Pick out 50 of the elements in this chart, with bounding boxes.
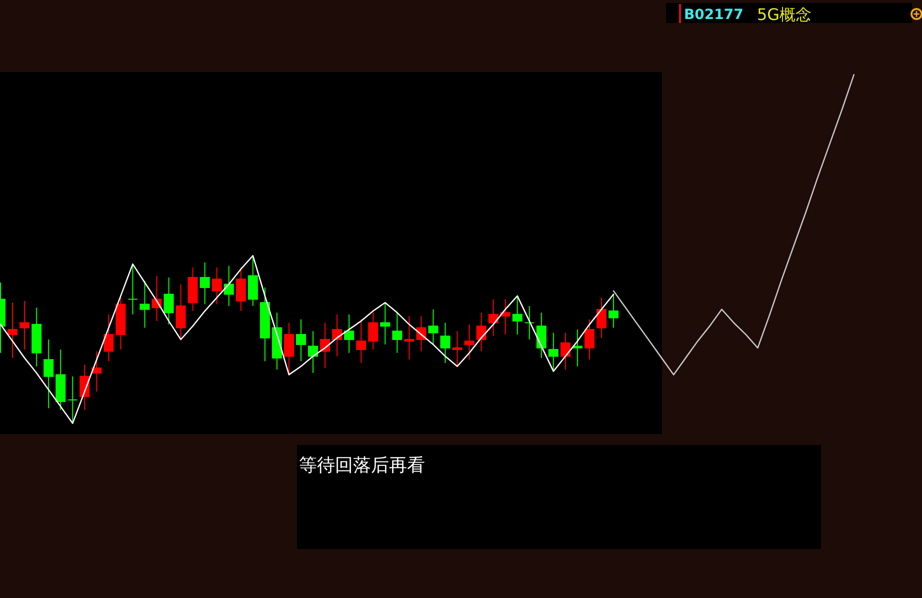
candlestick bbox=[296, 318, 306, 362]
candlestick bbox=[116, 297, 126, 350]
candlestick bbox=[20, 300, 30, 350]
candlestick bbox=[32, 307, 42, 367]
candlestick bbox=[176, 284, 186, 340]
candlestick bbox=[224, 265, 234, 306]
candlestick bbox=[404, 316, 414, 360]
candlestick bbox=[392, 312, 402, 354]
candlestick bbox=[128, 264, 138, 315]
candlestick bbox=[332, 314, 342, 357]
candlestick bbox=[8, 302, 18, 358]
candlestick bbox=[248, 255, 258, 306]
candlestick bbox=[236, 266, 246, 312]
candlestick bbox=[572, 328, 582, 367]
candlestick bbox=[200, 262, 210, 305]
candlestick bbox=[92, 350, 102, 392]
candlestick bbox=[308, 330, 318, 374]
candlestick bbox=[260, 287, 270, 362]
candlestick bbox=[320, 322, 330, 368]
candlestick bbox=[188, 266, 198, 312]
text: 5G概念 bbox=[757, 5, 812, 24]
candlestick bbox=[608, 294, 619, 328]
candlestick bbox=[68, 376, 78, 424]
candlestick bbox=[596, 297, 606, 338]
candlestick bbox=[164, 276, 174, 325]
candlestick bbox=[440, 322, 450, 364]
text: 等待回落后再看 bbox=[299, 455, 425, 476]
candlestick bbox=[464, 324, 474, 360]
candlestick bbox=[212, 266, 222, 305]
candlestick bbox=[512, 295, 522, 335]
candlestick bbox=[140, 280, 150, 328]
candlestick bbox=[428, 308, 438, 346]
candlestick bbox=[104, 314, 114, 362]
candlestick bbox=[488, 298, 498, 337]
candlestick bbox=[356, 318, 366, 364]
candlestick bbox=[44, 339, 54, 409]
candlestick bbox=[548, 332, 558, 372]
candlestick bbox=[452, 330, 462, 367]
candlestick bbox=[584, 318, 594, 360]
candlestick bbox=[500, 298, 510, 335]
candlestick bbox=[56, 349, 66, 410]
candlestick bbox=[380, 302, 390, 346]
candlestick bbox=[368, 312, 378, 350]
candlestick bbox=[524, 305, 534, 340]
candlestick bbox=[476, 312, 486, 352]
candlestick bbox=[344, 314, 354, 354]
candlestick bbox=[284, 322, 294, 376]
candlestick bbox=[536, 312, 546, 358]
candlestick bbox=[560, 332, 570, 370]
text: B02177 bbox=[684, 7, 744, 23]
